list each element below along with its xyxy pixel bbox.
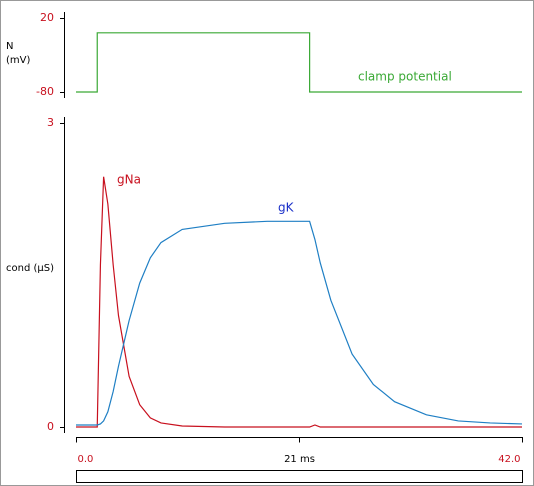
series-label: gNa	[117, 173, 141, 187]
x-tick-label: 42.0	[498, 454, 520, 465]
y-tick-label: 20	[40, 11, 54, 24]
scrollbar[interactable]	[76, 470, 523, 483]
series-line	[76, 176, 522, 428]
series-line	[76, 32, 522, 93]
x-tick-label: 21 ms	[284, 454, 315, 465]
y-axis-label: cond (µS)	[6, 263, 54, 274]
y-tick-label: -80	[36, 85, 54, 98]
y-axis-label: N	[6, 41, 13, 52]
series-label: gK	[278, 201, 295, 215]
y-axis-label: (mV)	[6, 55, 30, 66]
y-tick-label: 3	[47, 116, 54, 129]
series-line	[76, 220, 523, 426]
y-tick-label: 0	[47, 420, 54, 433]
series-label: clamp potential	[358, 70, 452, 84]
x-tick-label: 0.0	[78, 454, 94, 465]
